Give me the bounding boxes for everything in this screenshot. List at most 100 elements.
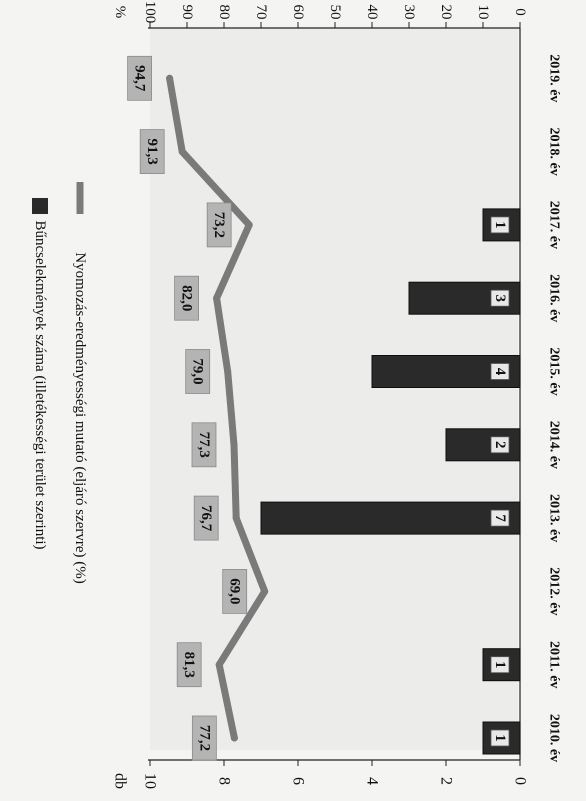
bar-data-label: 4: [492, 368, 508, 376]
line-point-7: [245, 221, 253, 229]
bar-data-label-group: 4: [490, 363, 510, 380]
bar-data-label-group: 1: [490, 216, 510, 234]
bar-data-label-group: 3: [490, 289, 510, 307]
left-axis-tick-label: 8: [216, 777, 233, 785]
bar-data-label-group: 1: [490, 656, 510, 674]
bar-data-label-group: 1: [490, 729, 510, 747]
line-point-1: [215, 661, 223, 669]
line-point-9: [166, 74, 174, 82]
category-label: 2010. év: [547, 714, 562, 762]
bar-data-label-group: 2: [490, 436, 510, 454]
line-data-label-group: 69,0: [222, 569, 248, 614]
left-axis-unit-label: db: [112, 773, 129, 789]
right-axis-tick-label: 0: [512, 8, 528, 16]
bar-data-label: 1: [492, 661, 508, 669]
category-label: 2015. év: [547, 347, 562, 395]
right-axis-tick-label: 100: [142, 1, 158, 24]
bar-3: [260, 501, 521, 535]
line-data-label-box: [174, 275, 200, 321]
line-data-label-group: 73,2: [206, 202, 232, 248]
bar-data-label: 2: [492, 441, 508, 449]
bar-data-label: 7: [492, 514, 508, 522]
line-data-label-group: 81,3: [176, 642, 202, 688]
category-label: 2017. év: [547, 201, 562, 249]
right-axis-tick-label: 60: [290, 5, 306, 20]
line-data-label: 76,7: [198, 505, 214, 532]
line-data-label: 82,0: [179, 285, 195, 311]
line-data-label-box: [222, 569, 248, 614]
line-point-8: [178, 148, 186, 156]
line-point-5: [224, 368, 232, 375]
legend: Bűncselekmények száma (illetékességi ter…: [32, 182, 88, 584]
bar-data-label-box: [490, 729, 510, 747]
legend-bar-label: Bűncselekmények száma (illetékességi ter…: [32, 220, 48, 549]
bar-data-label-group: 7: [490, 509, 510, 527]
line-data-label-group: 82,0: [174, 275, 200, 321]
legend-line-label: Nyomozás-eredményességi mutató (eljáró s…: [72, 252, 88, 584]
line-data-label-group: 79,0: [185, 349, 211, 394]
bar-data-label: 3: [492, 294, 508, 302]
right-axis-tick-label: 70: [253, 5, 269, 20]
bar-data-label-box: [490, 216, 510, 234]
line-data-label-box: [127, 55, 153, 101]
bar-data-label-box: [490, 656, 510, 674]
line-data-label-box: [193, 495, 219, 541]
bar-data-label-box: [490, 509, 510, 527]
line-data-label-box: [206, 202, 232, 248]
line-data-label: 77,3: [196, 432, 212, 458]
line-point-3: [232, 514, 240, 522]
bar-data-label-box: [490, 363, 510, 380]
category-label: 2013. év: [547, 494, 562, 542]
line-data-label-group: 76,7: [193, 495, 219, 541]
line-data-label-group: 94,7: [127, 55, 153, 101]
right-axis-tick-label: 80: [216, 5, 232, 20]
right-axis-tick-label: 10: [475, 5, 491, 20]
line-point-0: [230, 734, 238, 742]
right-axis-tick-label: 90: [179, 5, 195, 20]
line-data-label: 79,0: [190, 358, 206, 384]
category-label: 2019. év: [547, 54, 562, 102]
line-data-label-group: 77,2: [191, 715, 217, 761]
plot-area: [150, 28, 518, 750]
legend-bar-swatch: [32, 198, 48, 214]
bar-data-label-box: [490, 289, 510, 307]
right-axis-tick-label: 30: [401, 5, 417, 20]
bar-data-label-box: [490, 436, 510, 454]
left-axis-tick-label: 2: [438, 777, 455, 785]
bar-data-label: 1: [492, 221, 508, 229]
line-data-label-box: [139, 129, 165, 175]
line-data-label: 94,7: [132, 65, 148, 92]
line-data-label-box: [176, 642, 202, 688]
line-data-label: 77,2: [196, 725, 212, 751]
line-data-label-group: 77,3: [191, 422, 217, 468]
category-label: 2016. év: [547, 274, 562, 322]
line-data-label: 69,0: [227, 578, 243, 604]
category-label: 2011. év: [547, 641, 562, 688]
line-data-label: 81,3: [181, 652, 197, 678]
line-data-label: 73,2: [211, 212, 227, 238]
left-axis-tick-label: 0: [512, 777, 529, 785]
left-axis-tick-label: 10: [142, 773, 159, 789]
left-axis-tick-label: 6: [290, 777, 307, 785]
right-axis-tick-label: 50: [327, 5, 343, 20]
line-data-label-box: [185, 349, 211, 394]
line-data-label-group: 91,3: [139, 129, 165, 175]
bar-1: [482, 648, 521, 682]
category-label: 2014. év: [547, 421, 562, 469]
category-label: 2012. év: [547, 567, 562, 615]
right-axis-unit-label: %: [112, 6, 128, 19]
line-data-label-box: [191, 715, 217, 761]
line-point-2: [261, 587, 269, 595]
line-series-path: [166, 74, 269, 742]
line-data-label: 91,3: [144, 138, 160, 164]
right-axis-tick-label: 40: [364, 5, 380, 20]
bar-data-label: 1: [492, 734, 508, 742]
right-axis-tick-label: 20: [438, 5, 454, 20]
line-point-4: [230, 441, 238, 449]
line-data-label-box: [191, 422, 217, 468]
category-label: 2018. év: [547, 127, 562, 175]
line-point-6: [213, 294, 221, 302]
left-axis-tick-label: 4: [364, 777, 381, 785]
